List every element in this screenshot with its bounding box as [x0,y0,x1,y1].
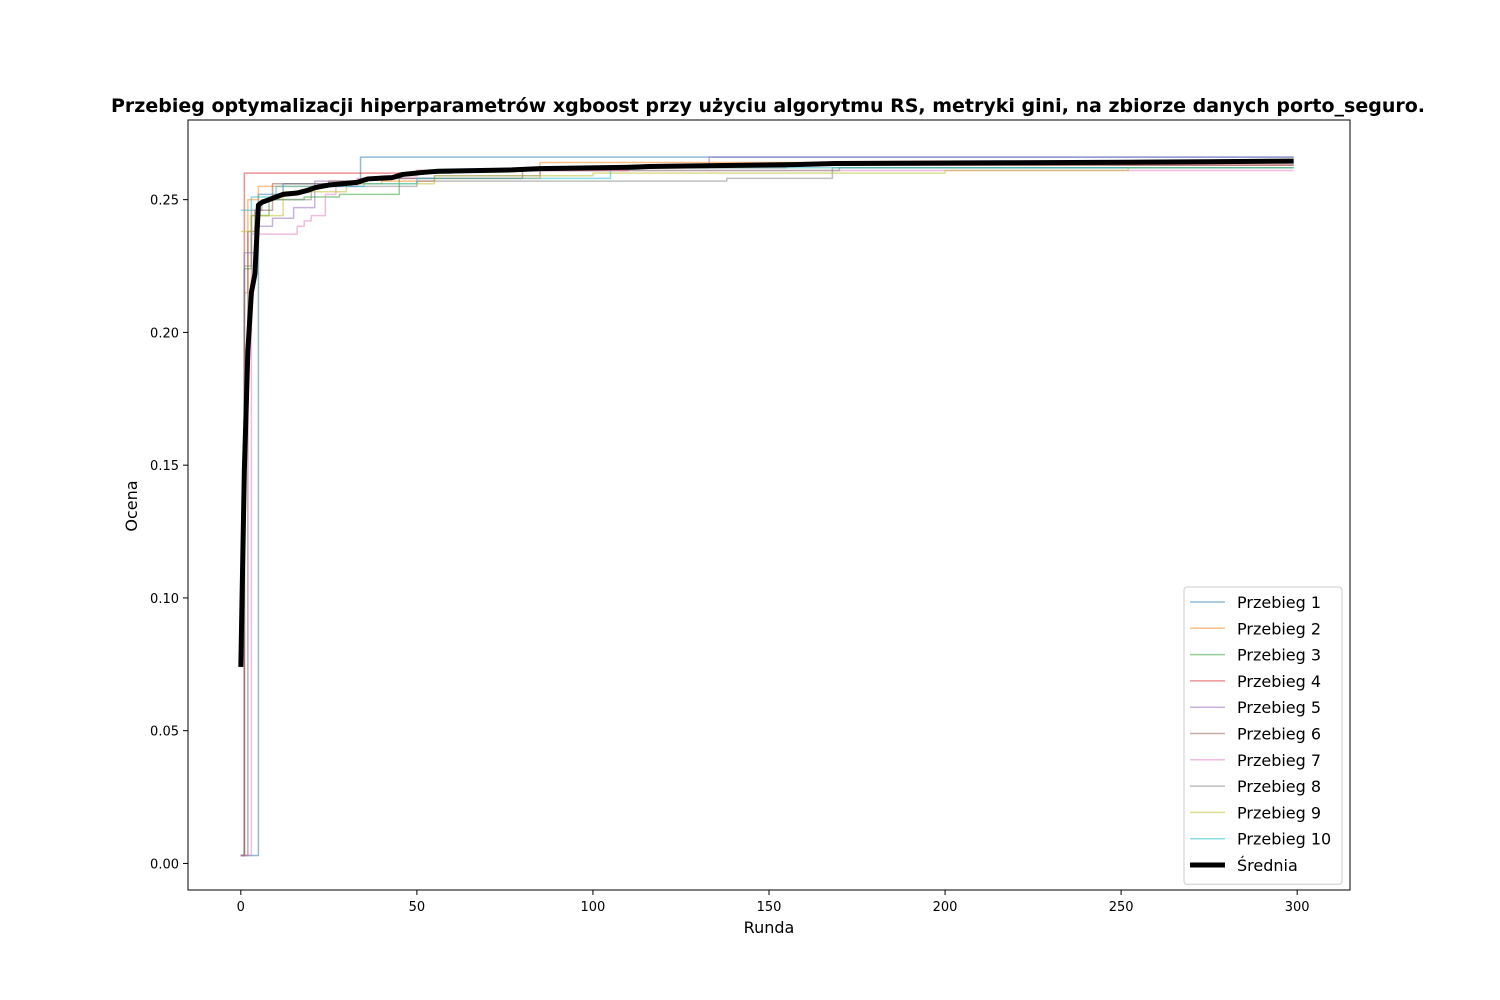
x-axis-label: Runda [744,918,795,937]
legend-label-4: Przebieg 4 [1237,672,1321,691]
series-line-4 [240,164,1294,857]
y-tick-label: 0.20 [150,326,179,341]
legend-label-11: Średnia [1237,856,1298,875]
series-line-2 [240,161,1294,857]
y-axis-label: Ocena [122,480,141,531]
x-tick-label: 250 [1109,900,1134,915]
legend-label-7: Przebieg 7 [1237,751,1321,770]
legend-label-1: Przebieg 1 [1237,593,1321,612]
series-line-8 [240,167,1294,857]
plot-area-frame [187,119,1351,891]
series-line-5 [240,156,1294,857]
legend: Przebieg 1 Przebieg 2 Przebieg 3 Przebieg 4… [1183,586,1343,885]
series-line-3 [240,167,1294,857]
series-layer [238,156,1294,857]
x-axis: 0 50 100 150 200 250 300 [237,890,1310,915]
x-tick-label: 0 [237,900,245,915]
x-tick-label: 100 [581,900,606,915]
series-line-9 [240,167,1294,233]
y-tick-label: 0.15 [150,459,179,474]
y-tick-label: 0.25 [150,194,179,209]
legend-frame [1183,586,1343,885]
legend-label-3: Przebieg 3 [1237,646,1321,665]
x-tick-label: 150 [757,900,782,915]
series-line-1 [240,156,1294,857]
y-tick-label: 0.00 [150,857,179,872]
y-tick-label: 0.10 [150,592,179,607]
legend-label-8: Przebieg 8 [1237,777,1321,796]
x-tick-label: 200 [933,900,958,915]
series-line-11 [238,158,1294,668]
y-tick-label: 0.05 [150,725,179,740]
series-line-6 [240,164,1294,857]
series-line-10 [240,167,1294,212]
chart-title: Przebieg optymalizacji hiperparametrów x… [111,95,1425,117]
legend-label-10: Przebieg 10 [1237,830,1331,849]
legend-label-9: Przebieg 9 [1237,803,1321,822]
legend-label-5: Przebieg 5 [1237,698,1321,717]
x-tick-label: 300 [1285,900,1310,915]
x-tick-label: 50 [409,900,426,915]
legend-label-2: Przebieg 2 [1237,619,1321,638]
y-axis: 0.00 0.05 0.10 0.15 0.20 0.25 [150,194,188,872]
legend-label-6: Przebieg 6 [1237,725,1321,744]
series-line-7 [240,169,1294,857]
